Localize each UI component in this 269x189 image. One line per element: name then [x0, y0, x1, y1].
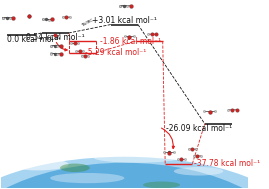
Text: -5.29 kcal mol⁻¹: -5.29 kcal mol⁻¹	[85, 48, 146, 57]
Text: +3.01 kcal mol⁻¹: +3.01 kcal mol⁻¹	[92, 15, 157, 25]
Text: 0.54 kcal mol⁻¹: 0.54 kcal mol⁻¹	[26, 33, 84, 42]
Ellipse shape	[50, 173, 124, 183]
Text: -37.78 kcal mol⁻¹: -37.78 kcal mol⁻¹	[194, 159, 260, 168]
Text: TS/IRC: TS/IRC	[80, 18, 94, 28]
Ellipse shape	[143, 181, 180, 188]
Ellipse shape	[7, 158, 69, 170]
Ellipse shape	[174, 167, 223, 176]
Ellipse shape	[0, 157, 269, 189]
Ellipse shape	[0, 163, 269, 189]
Text: -1.86 kcal mol⁻¹: -1.86 kcal mol⁻¹	[100, 37, 161, 46]
Ellipse shape	[93, 153, 180, 163]
Ellipse shape	[60, 163, 90, 172]
Text: 0.0 kcal mol⁻¹: 0.0 kcal mol⁻¹	[7, 35, 61, 44]
Text: -26.09 kcal mol⁻¹: -26.09 kcal mol⁻¹	[166, 124, 232, 133]
